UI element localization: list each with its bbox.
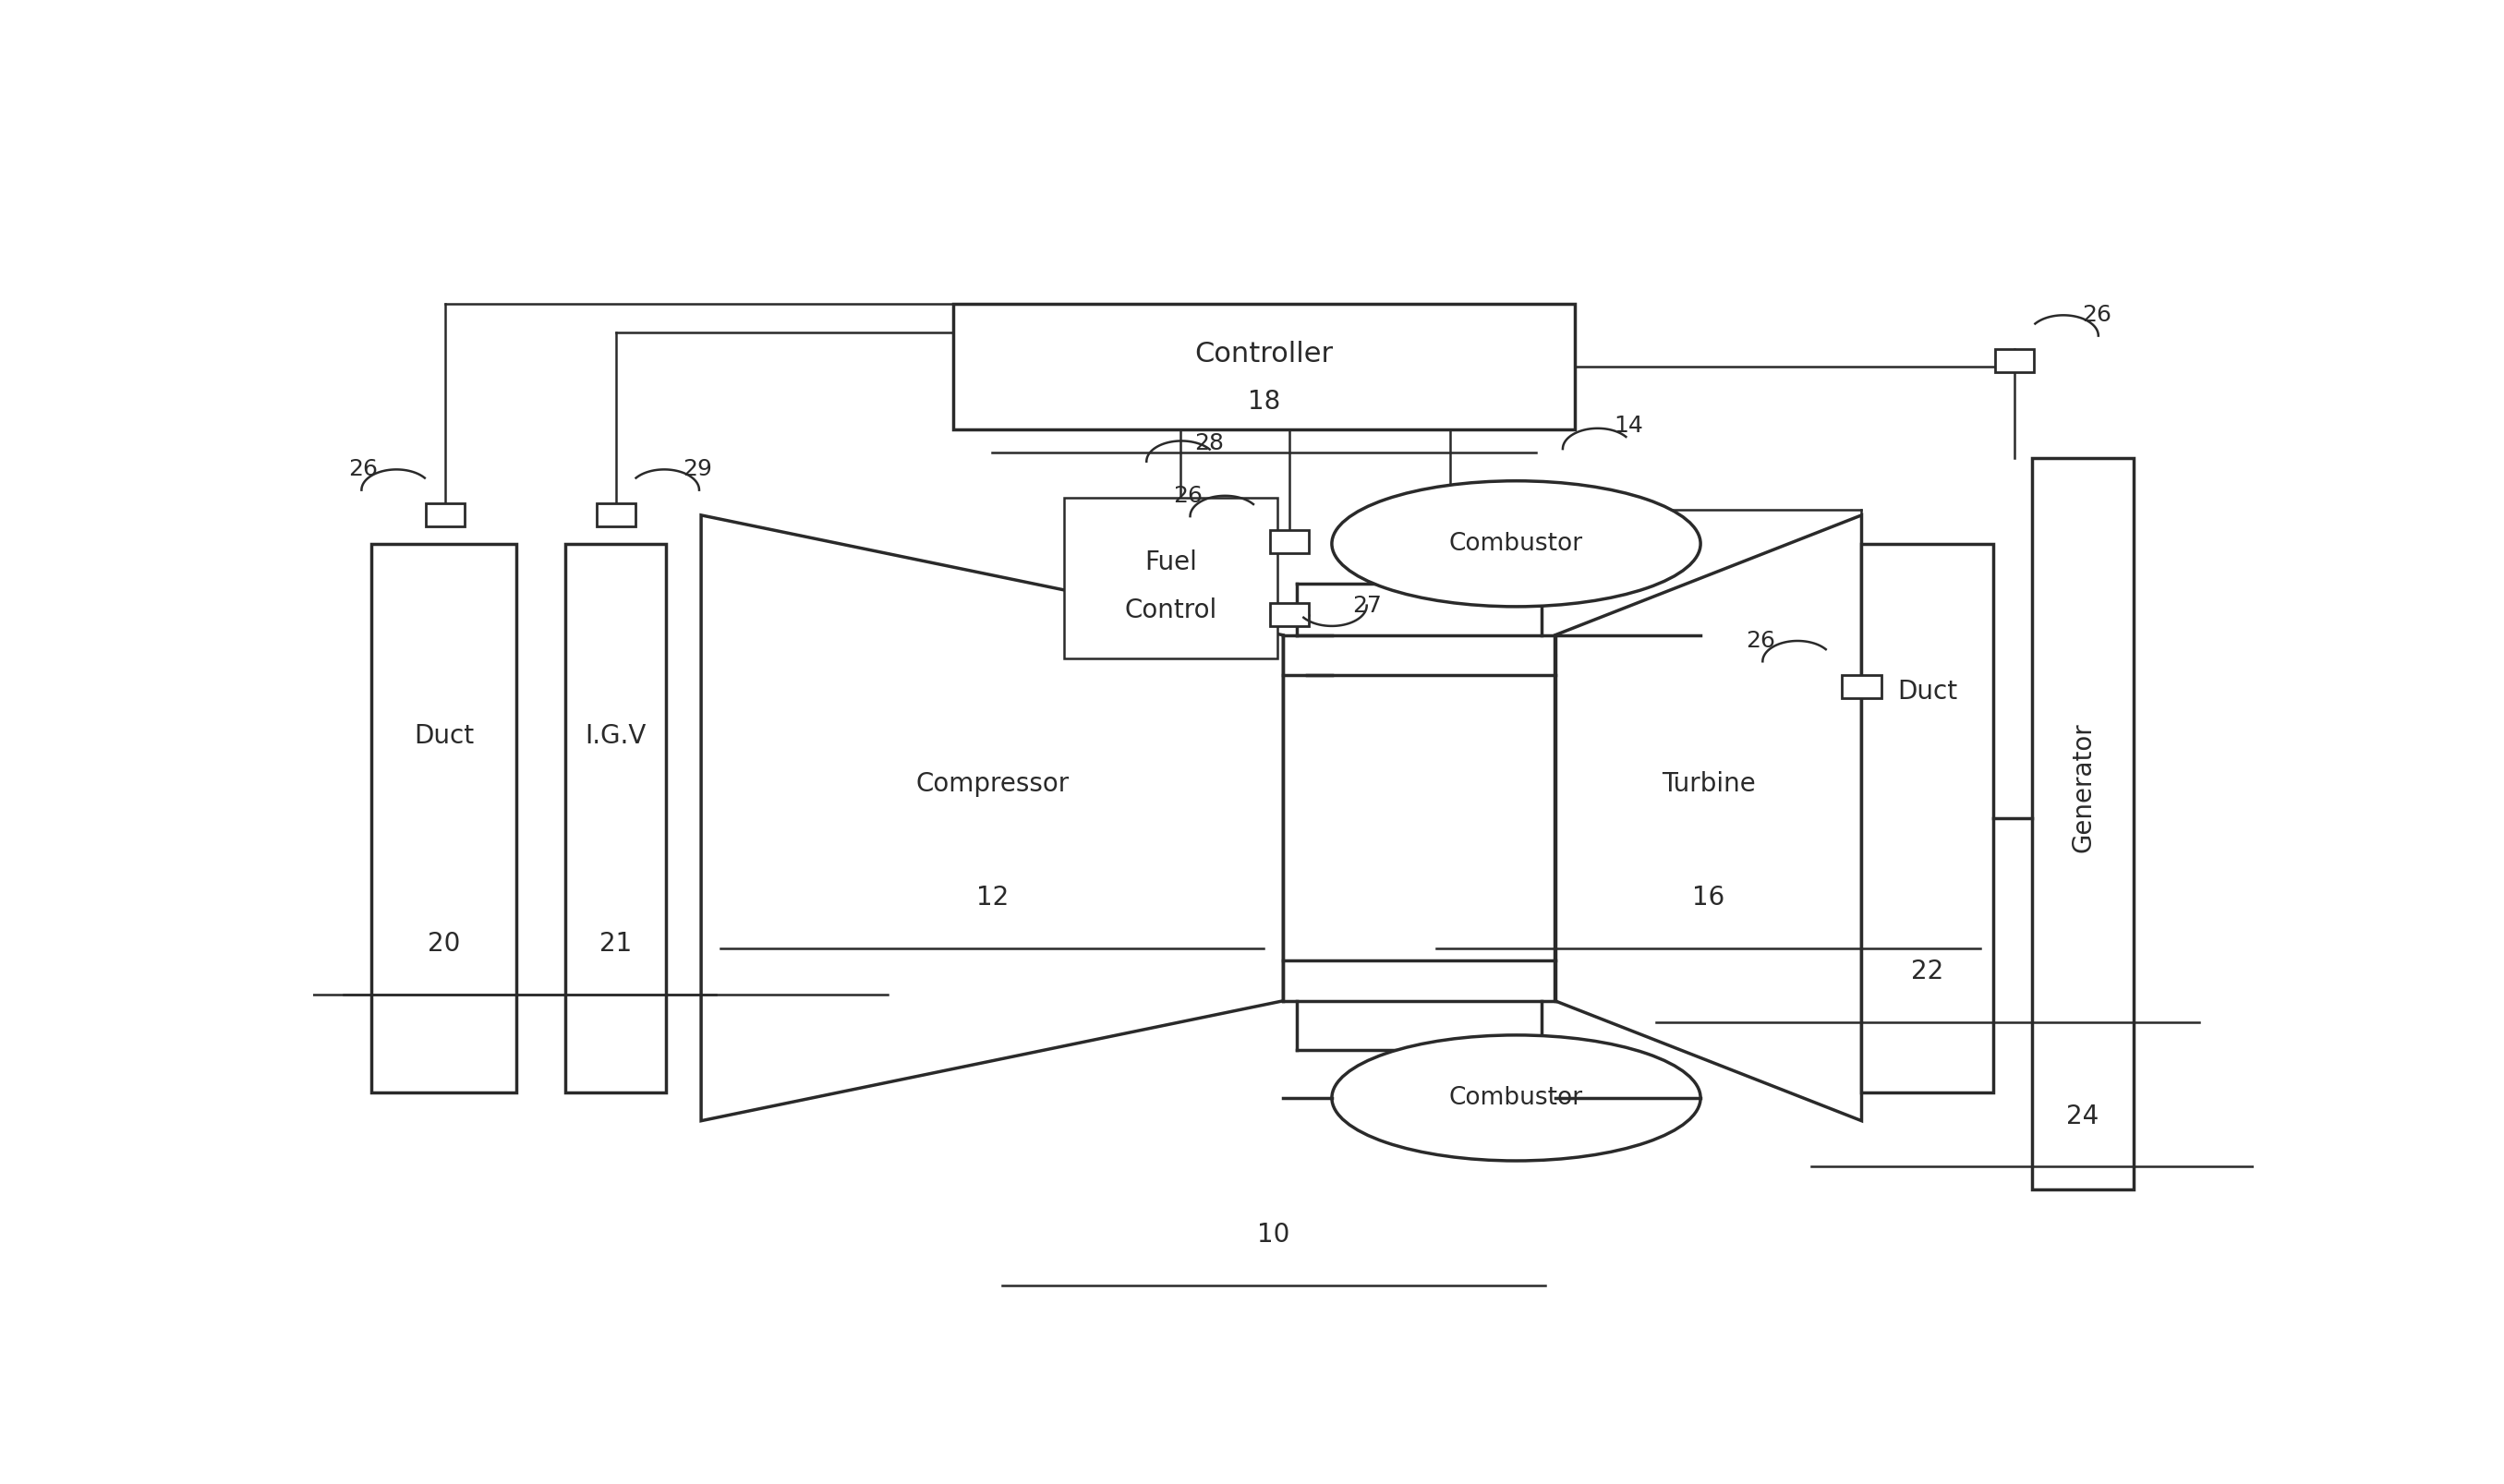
Text: 28: 28 [1194,432,1224,454]
Text: 24: 24 [2066,1103,2098,1129]
Text: 26: 26 [348,459,378,481]
Text: Control: Control [1124,597,1217,623]
Bar [1860,543,1993,1092]
Text: Turbine: Turbine [1660,770,1755,797]
Text: Compressor: Compressor [916,770,1069,797]
Ellipse shape [1332,481,1700,607]
Text: 14: 14 [1615,416,1643,438]
Text: Controller: Controller [1194,341,1332,368]
Text: 29: 29 [684,459,711,481]
Text: I.G.V: I.G.V [586,723,646,748]
Bar [371,543,516,1092]
Bar [1064,499,1277,657]
Text: Generator: Generator [2071,723,2096,852]
Bar [426,503,463,527]
Text: 20: 20 [428,930,461,957]
Text: Duct: Duct [413,723,473,748]
Ellipse shape [1332,1036,1700,1160]
Text: 26: 26 [2081,304,2111,326]
Bar [954,304,1575,429]
Bar [1996,350,2033,372]
Bar [566,543,666,1092]
Text: 10: 10 [1257,1223,1290,1248]
Polygon shape [701,515,1285,1120]
Text: Fuel: Fuel [1144,549,1197,574]
Bar [596,503,636,527]
Text: 18: 18 [1247,389,1280,414]
Text: Duct: Duct [1898,678,1958,705]
Text: 22: 22 [1911,959,1943,984]
Bar [1270,603,1310,626]
Polygon shape [1555,515,1860,1120]
Text: Combustor: Combustor [1450,531,1583,555]
Text: 12: 12 [977,884,1009,911]
Bar [1270,530,1310,554]
Text: Combustor: Combustor [1450,1086,1583,1110]
Text: 16: 16 [1693,884,1725,911]
Text: 26: 26 [1745,629,1775,651]
Bar [2033,459,2133,1189]
Bar [1843,675,1881,697]
Text: 26: 26 [1174,485,1202,508]
Text: 27: 27 [1352,595,1382,616]
Text: 21: 21 [598,930,631,957]
